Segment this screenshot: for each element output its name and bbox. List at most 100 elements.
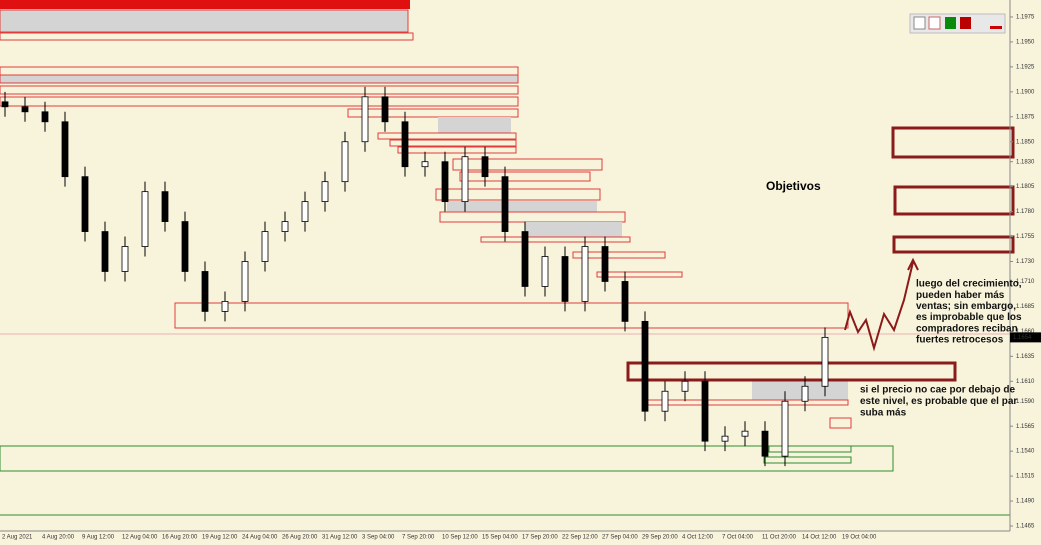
- zone: [0, 9, 409, 33]
- y-tick-label: 1.1540: [1016, 449, 1035, 455]
- y-tick-label: 1.1590: [1016, 399, 1035, 405]
- zone: [0, 96, 519, 107]
- candle-body: [701, 380, 709, 442]
- y-tick-label: 1.1730: [1016, 259, 1035, 265]
- zone: [377, 132, 517, 140]
- note-line: fuertes retrocesos: [916, 335, 1004, 346]
- candle-body: [161, 191, 169, 222]
- x-tick-label: 2 Aug 2021: [2, 535, 33, 541]
- zone: [0, 74, 519, 84]
- candle-body: [521, 231, 529, 287]
- candle-body: [301, 201, 309, 222]
- arrow-head: [907, 257, 919, 271]
- candle-body: [721, 435, 729, 442]
- candle-body: [601, 246, 609, 282]
- candle-body: [41, 111, 49, 123]
- y-tick-label: 1.1685: [1016, 304, 1035, 310]
- zone: [452, 158, 603, 171]
- zone: [0, 32, 414, 41]
- current-price: 1.1654: [1013, 335, 1032, 341]
- price-tag: [1010, 332, 1041, 343]
- y-tick-label: 1.1805: [1016, 184, 1035, 190]
- candle-body: [641, 320, 649, 412]
- zone: [480, 236, 631, 243]
- y-tick-label: 1.1465: [1016, 524, 1035, 530]
- candle-body: [821, 336, 829, 387]
- y-tick-label: 1.1900: [1016, 89, 1035, 95]
- candle-body: [561, 256, 569, 302]
- candle-body: [741, 430, 749, 437]
- x-tick-label: 19 Oct 04:00: [842, 535, 877, 541]
- candle-body: [621, 281, 629, 322]
- x-tick-label: 17 Sep 20:00: [522, 535, 558, 541]
- candle-body: [761, 430, 769, 457]
- zone: [435, 188, 601, 201]
- note-line: compradores reciban: [916, 323, 1018, 334]
- y-tick-label: 1.1830: [1016, 159, 1035, 165]
- x-tick-label: 29 Sep 20:00: [642, 535, 678, 541]
- candle-body: [221, 301, 229, 312]
- target: [892, 235, 1015, 254]
- y-tick-label: 1.1515: [1016, 474, 1035, 480]
- note-line: es improbable que los: [916, 312, 1022, 323]
- target: [893, 185, 1015, 216]
- x-tick-label: 27 Sep 04:00: [602, 535, 638, 541]
- forecast-arrow: [844, 261, 914, 352]
- targets-label: Objetivos: [766, 179, 821, 193]
- zone: [459, 171, 591, 182]
- note-line: si el precio no cae por debajo de: [860, 385, 1015, 396]
- x-tick-label: 24 Aug 04:00: [242, 535, 278, 541]
- x-tick-label: 4 Oct 12:00: [682, 535, 714, 541]
- x-tick-label: 7 Oct 04:00: [722, 535, 754, 541]
- zone: [347, 108, 519, 118]
- candle-body: [661, 390, 669, 412]
- zone: [768, 445, 852, 453]
- y-tick-label: 1.1710: [1016, 279, 1035, 285]
- zone: [0, 445, 894, 472]
- y-tick-label: 1.1610: [1016, 379, 1035, 385]
- y-tick-label: 1.1660: [1016, 329, 1035, 335]
- x-tick-label: 9 Aug 12:00: [82, 535, 115, 541]
- candle-body: [801, 385, 809, 402]
- icon: [960, 17, 971, 29]
- x-tick-label: 22 Sep 12:00: [562, 535, 598, 541]
- zone: [447, 201, 597, 212]
- candle-body: [421, 161, 429, 168]
- zone: [763, 456, 852, 464]
- zone: [438, 117, 511, 133]
- candle-body: [241, 261, 249, 302]
- zone: [389, 139, 517, 147]
- candle-body: [541, 256, 549, 287]
- candle-body: [501, 176, 509, 232]
- x-tick-label: 31 Aug 12:00: [322, 535, 358, 541]
- zone: [0, 85, 519, 95]
- icon: [945, 17, 956, 29]
- support-zones: [0, 445, 1010, 516]
- candle-body: [101, 231, 109, 272]
- x-tick-label: 19 Aug 12:00: [202, 535, 238, 541]
- toolbar-icons: [909, 13, 1006, 34]
- candle-body: [341, 141, 349, 183]
- x-tick-label: 14 Oct 12:00: [802, 535, 837, 541]
- x-tick-label: 26 Aug 20:00: [282, 535, 318, 541]
- icon: [913, 16, 926, 30]
- note-line: pueden haber más: [916, 290, 1005, 301]
- candle-body: [201, 271, 209, 312]
- x-tick-label: 15 Sep 04:00: [482, 535, 518, 541]
- candle-body: [141, 191, 149, 247]
- y-tick-label: 1.1635: [1016, 354, 1035, 360]
- y-tick-label: 1.1925: [1016, 64, 1035, 70]
- candle-body: [381, 96, 389, 123]
- candle-body: [61, 121, 69, 178]
- key-level: [626, 361, 957, 382]
- y-tick-label: 1.1950: [1016, 39, 1035, 45]
- note-line: este nivel, es probable que el par: [860, 396, 1017, 407]
- target: [891, 126, 1015, 159]
- note-line: luego del crecimiento,: [916, 279, 1022, 290]
- y-tick-label: 1.1755: [1016, 234, 1035, 240]
- candle-body: [321, 181, 329, 203]
- zone: [572, 251, 666, 259]
- candle-body: [181, 221, 189, 272]
